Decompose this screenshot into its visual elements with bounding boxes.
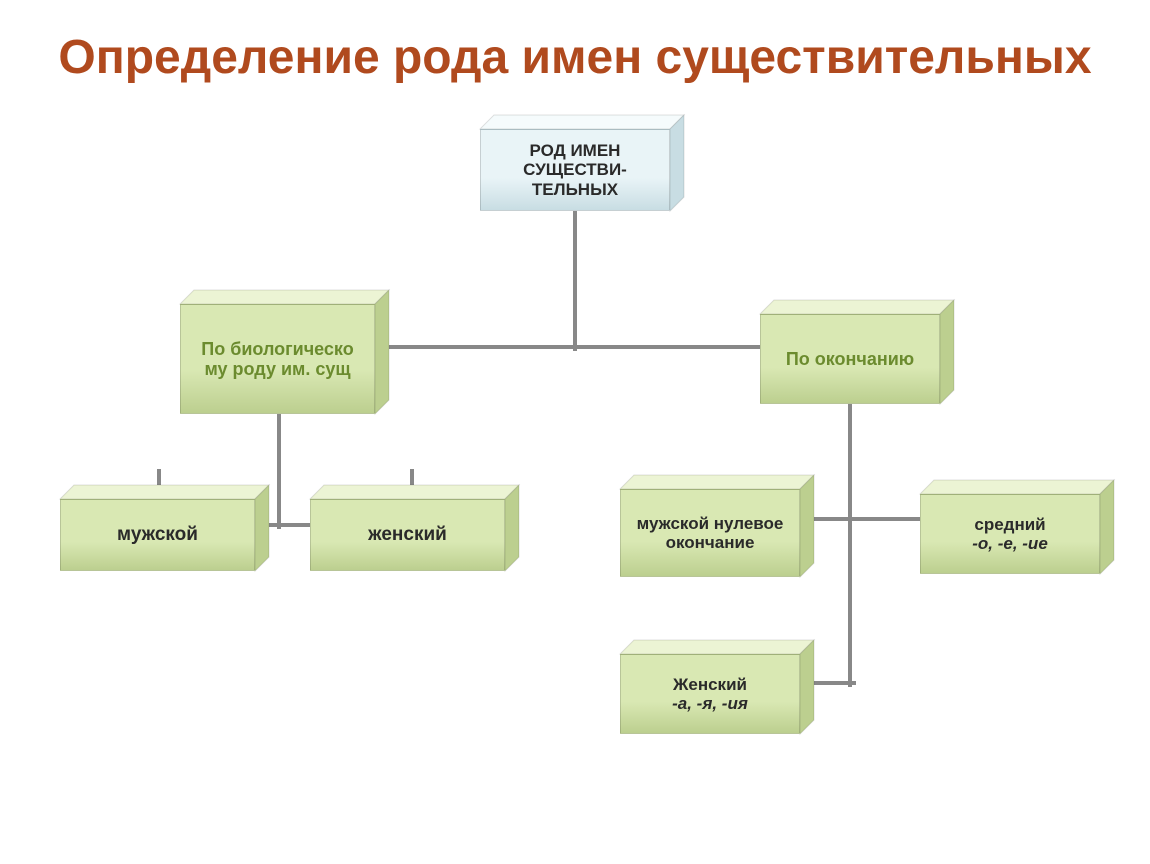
node-label-root: РОД ИМЕН СУЩЕСТВИ-ТЕЛЬНЫХ	[480, 129, 670, 211]
node-male: мужской	[60, 485, 269, 571]
node-female: женский	[310, 485, 519, 571]
node-label-male: мужской	[60, 499, 255, 571]
node-label-female-end: Женский-а, -я, -ия	[620, 654, 800, 734]
node-label-ending: По окончанию	[760, 314, 940, 404]
node-female-end: Женский-а, -я, -ия	[620, 640, 814, 734]
node-label-male-zero: мужской нулевое окончание	[620, 489, 800, 577]
connector	[800, 517, 924, 521]
node-bio: По биологическо му роду им. сущ	[180, 290, 389, 414]
connector	[573, 197, 577, 351]
tree-diagram: РОД ИМЕН СУЩЕСТВИ-ТЕЛЬНЫХ По биологическо…	[0, 85, 1150, 785]
connector	[277, 400, 281, 529]
connector	[375, 345, 764, 349]
node-ending: По окончанию	[760, 300, 954, 404]
page-title: Определение рода имен существительных	[0, 0, 1150, 85]
connector	[848, 390, 852, 687]
node-root: РОД ИМЕН СУЩЕСТВИ-ТЕЛЬНЫХ	[480, 115, 684, 211]
node-label-female: женский	[310, 499, 505, 571]
node-male-zero: мужской нулевое окончание	[620, 475, 814, 577]
node-label-bio: По биологическо му роду им. сущ	[180, 304, 375, 414]
node-neuter: средний-о, -е, -ие	[920, 480, 1114, 574]
node-label-neuter: средний-о, -е, -ие	[920, 494, 1100, 574]
